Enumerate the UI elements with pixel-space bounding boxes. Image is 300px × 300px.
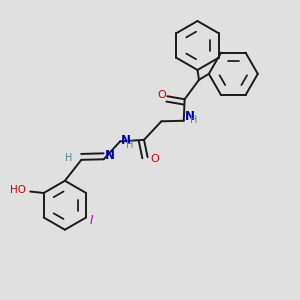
Text: N: N [121,134,131,147]
Text: H: H [190,116,198,125]
Text: N: N [105,148,115,162]
Text: HO: HO [10,185,26,195]
Text: O: O [157,90,166,100]
Text: H: H [65,153,73,164]
Text: I: I [90,214,93,227]
Text: H: H [126,140,134,150]
Text: N: N [184,110,195,123]
Text: O: O [151,154,159,164]
